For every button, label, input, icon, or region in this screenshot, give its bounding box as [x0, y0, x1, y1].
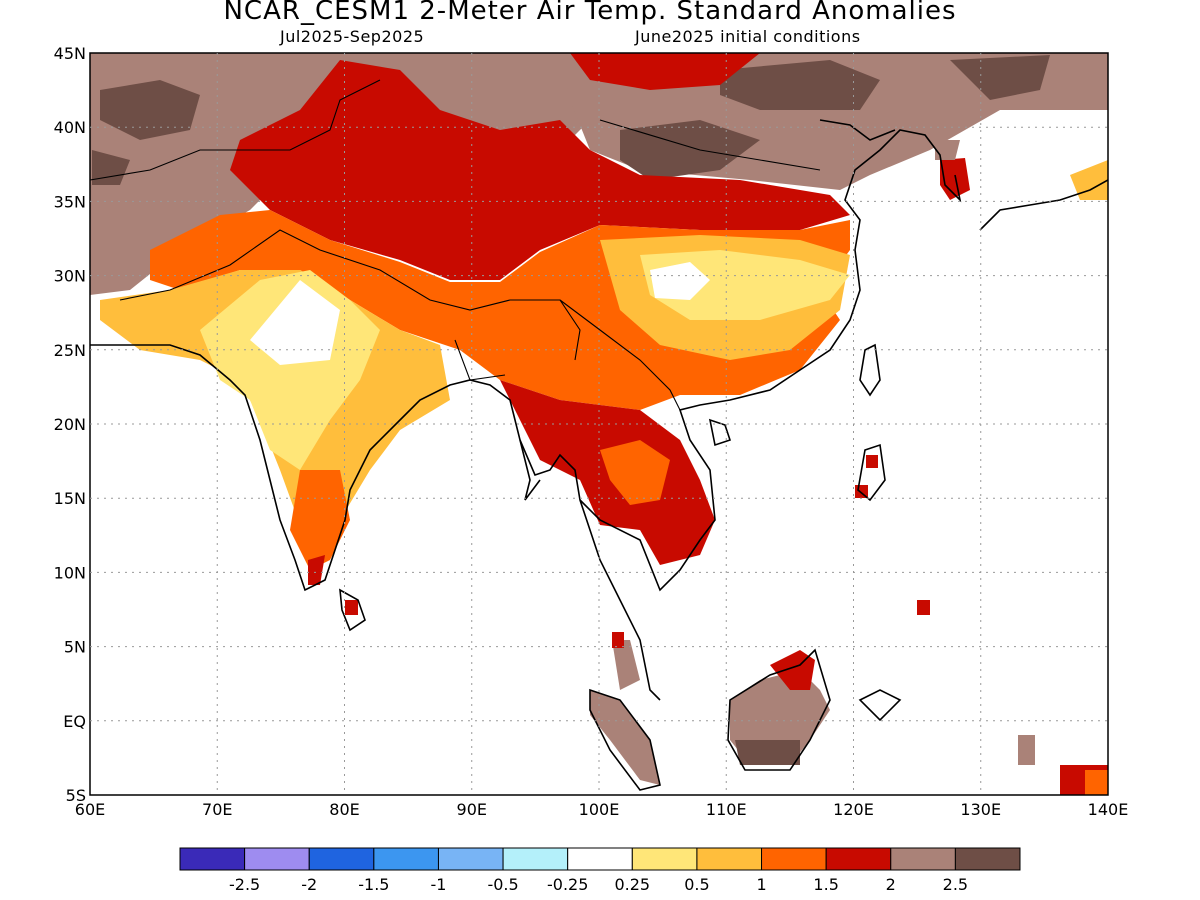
map-title: NCAR_CESM1 2-Meter Air Temp. Standard An… [223, 0, 957, 26]
colorbar-swatch [631, 847, 698, 871]
lon-tick-label: 60E [75, 800, 105, 819]
lat-tick-label: 10N [54, 563, 86, 582]
lat-tick-label: 45N [54, 44, 86, 63]
colorbar: -2.5 -2 -1.5 -1 -0.5 -0.25 0.25 0.5 1 1.5 2 2.5 [179, 847, 1021, 894]
lat-tick-label: 25N [54, 341, 86, 360]
coastlines [90, 119, 1108, 791]
colorbar-swatch [761, 847, 827, 871]
colorbar-label: -1.5 [358, 875, 389, 894]
colorbar-swatch [696, 847, 763, 871]
colorbar-label: -1 [430, 875, 446, 894]
lon-tick-label: 140E [1088, 800, 1129, 819]
lat-tick-label: 20N [54, 415, 86, 434]
colorbar-swatch [954, 847, 1021, 871]
lat-tick-label: 5N [64, 638, 86, 657]
lon-tick-label: 100E [579, 800, 620, 819]
lon-tick-label: 120E [833, 800, 874, 819]
lon-tick-label: 90E [457, 800, 487, 819]
colorbar-swatch [244, 847, 310, 871]
colorbar-swatch [502, 847, 569, 871]
lat-tick-label: 35N [54, 192, 86, 211]
lon-tick-label: 110E [706, 800, 747, 819]
forecast-period: Jul2025-Sep2025 [280, 27, 425, 46]
colorbar-swatch [890, 847, 956, 871]
lon-tick-label: 70E [202, 800, 232, 819]
colorbar-swatch [179, 847, 246, 871]
initial-conditions: June2025 initial conditions [635, 27, 861, 46]
anomaly-field [90, 53, 1108, 795]
lon-tick-label: 130E [960, 800, 1001, 819]
colorbar-label: -0.25 [547, 875, 588, 894]
colorbar-swatch [825, 847, 892, 871]
colorbar-swatch [308, 847, 375, 871]
colorbar-label: -0.5 [487, 875, 518, 894]
lat-tick-label: 40N [54, 118, 86, 137]
country-borders [90, 79, 821, 411]
colorbar-label: 0.25 [614, 875, 650, 894]
colorbar-label: 1.5 [813, 875, 838, 894]
colorbar-label: 2 [886, 875, 896, 894]
colorbar-label: -2.5 [229, 875, 260, 894]
lat-tick-label: 30N [54, 267, 86, 286]
colorbar-label: 0.5 [684, 875, 709, 894]
lat-tick-label: 15N [54, 489, 86, 508]
lat-tick-label: EQ [63, 712, 86, 731]
colorbar-label: -2 [301, 875, 317, 894]
colorbar-label: 1 [756, 875, 766, 894]
lon-tick-label: 80E [329, 800, 359, 819]
lat-tick-label: 5S [66, 786, 86, 805]
colorbar-swatch [437, 847, 504, 871]
axis-labels: 60E 70E 80E 90E 100E 110E 120E 130E 140E 45N 40N 35… [54, 44, 1129, 819]
colorbar-swatch [373, 847, 439, 871]
colorbar-swatch [567, 847, 633, 871]
colorbar-label: 2.5 [943, 875, 968, 894]
gridlines [90, 53, 1108, 795]
